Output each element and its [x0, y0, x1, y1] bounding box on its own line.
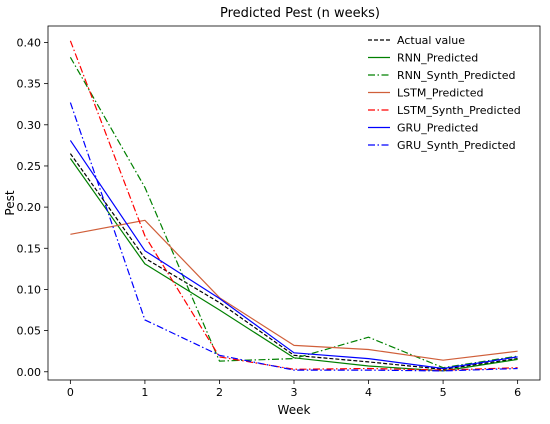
x-tick-label: 2: [216, 386, 223, 399]
y-tick-label: 0.40: [17, 36, 42, 49]
y-tick-label: 0.15: [17, 242, 42, 255]
series-line-3: [69, 57, 518, 369]
chart-title: Predicted Pest (n weeks): [220, 6, 380, 21]
y-axis-label: Pest: [3, 190, 17, 215]
x-axis: 0 1 2 3 4 5 6: [67, 380, 521, 399]
x-tick-label: 6: [514, 386, 521, 399]
series-line-2: [69, 158, 518, 372]
x-tick-label: 4: [365, 386, 372, 399]
series-line-5: [69, 40, 518, 371]
legend-label: LSTM_Synth_Predicted: [397, 104, 521, 117]
y-tick-label: 0.25: [17, 160, 42, 173]
series-line-6: [69, 140, 518, 370]
x-tick-label: 0: [67, 386, 74, 399]
legend-label: RNN_Synth_Predicted: [397, 69, 516, 82]
y-tick-label: 0.00: [17, 366, 42, 379]
legend-label: GRU_Predicted: [397, 122, 478, 135]
y-tick-label: 0.35: [17, 78, 42, 91]
series-lines: [69, 40, 518, 372]
y-tick-label: 0.30: [17, 119, 42, 132]
y-tick-label: 0.10: [17, 283, 42, 296]
series-line-1: [69, 153, 518, 370]
y-tick-label: 0.20: [17, 201, 42, 214]
series-line-4: [70, 219, 518, 361]
x-tick-label: 1: [141, 386, 148, 399]
y-axis: 0.00 0.05 0.10 0.15 0.20 0.25 0.30 0.35 0.40: [17, 36, 48, 379]
legend-label: RNN_Predicted: [397, 52, 478, 65]
legend: Actual value RNN_Predicted RNN_Synth_Predi…: [368, 34, 521, 152]
x-axis-label: Week: [278, 403, 311, 417]
x-tick-label: 3: [291, 386, 298, 399]
legend-label: GRU_Synth_Predicted: [397, 139, 516, 152]
x-tick-label: 5: [440, 386, 447, 399]
y-tick-label: 0.05: [17, 325, 42, 338]
legend-label: Actual value: [397, 34, 465, 47]
series-line-7: [69, 102, 518, 372]
legend-label: LSTM_Predicted: [397, 87, 483, 100]
